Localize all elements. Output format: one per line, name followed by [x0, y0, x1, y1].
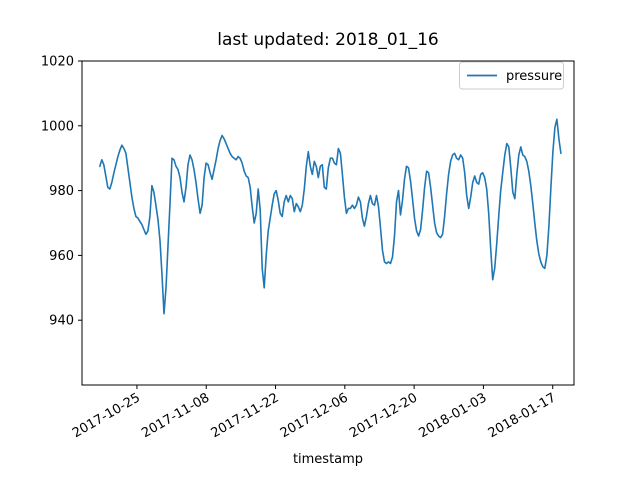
- x-tick-label: 2017-12-20: [347, 390, 420, 441]
- x-tick-label: 2018-01-03: [416, 390, 489, 441]
- legend-box: [459, 61, 564, 90]
- y-axis: 1020 1000 980 960 940: [41, 55, 82, 329]
- x-tick-label: 2017-11-22: [209, 390, 282, 441]
- x-tick-label: 2018-01-17: [486, 390, 559, 441]
- chart-title: last updated: 2018_01_16: [217, 30, 438, 50]
- y-tick-label: 1000: [41, 119, 74, 134]
- y-tick-label: 1020: [41, 55, 74, 70]
- x-tick-label: 2017-12-06: [278, 390, 351, 441]
- pressure-line: [99, 118, 562, 315]
- y-tick-label: 960: [49, 249, 74, 264]
- y-tick-label: 940: [49, 314, 74, 329]
- y-tick-label: 980: [49, 184, 74, 199]
- legend-label: pressure: [506, 69, 562, 84]
- x-axis: 2017-10-252017-11-082017-11-222017-12-06…: [70, 385, 559, 441]
- legend: pressure: [459, 61, 564, 90]
- x-tick-label: 2017-11-08: [139, 390, 212, 441]
- x-tick-label: 2017-10-25: [70, 390, 143, 441]
- axes-border: [81, 60, 575, 386]
- x-axis-label: timestamp: [293, 452, 363, 467]
